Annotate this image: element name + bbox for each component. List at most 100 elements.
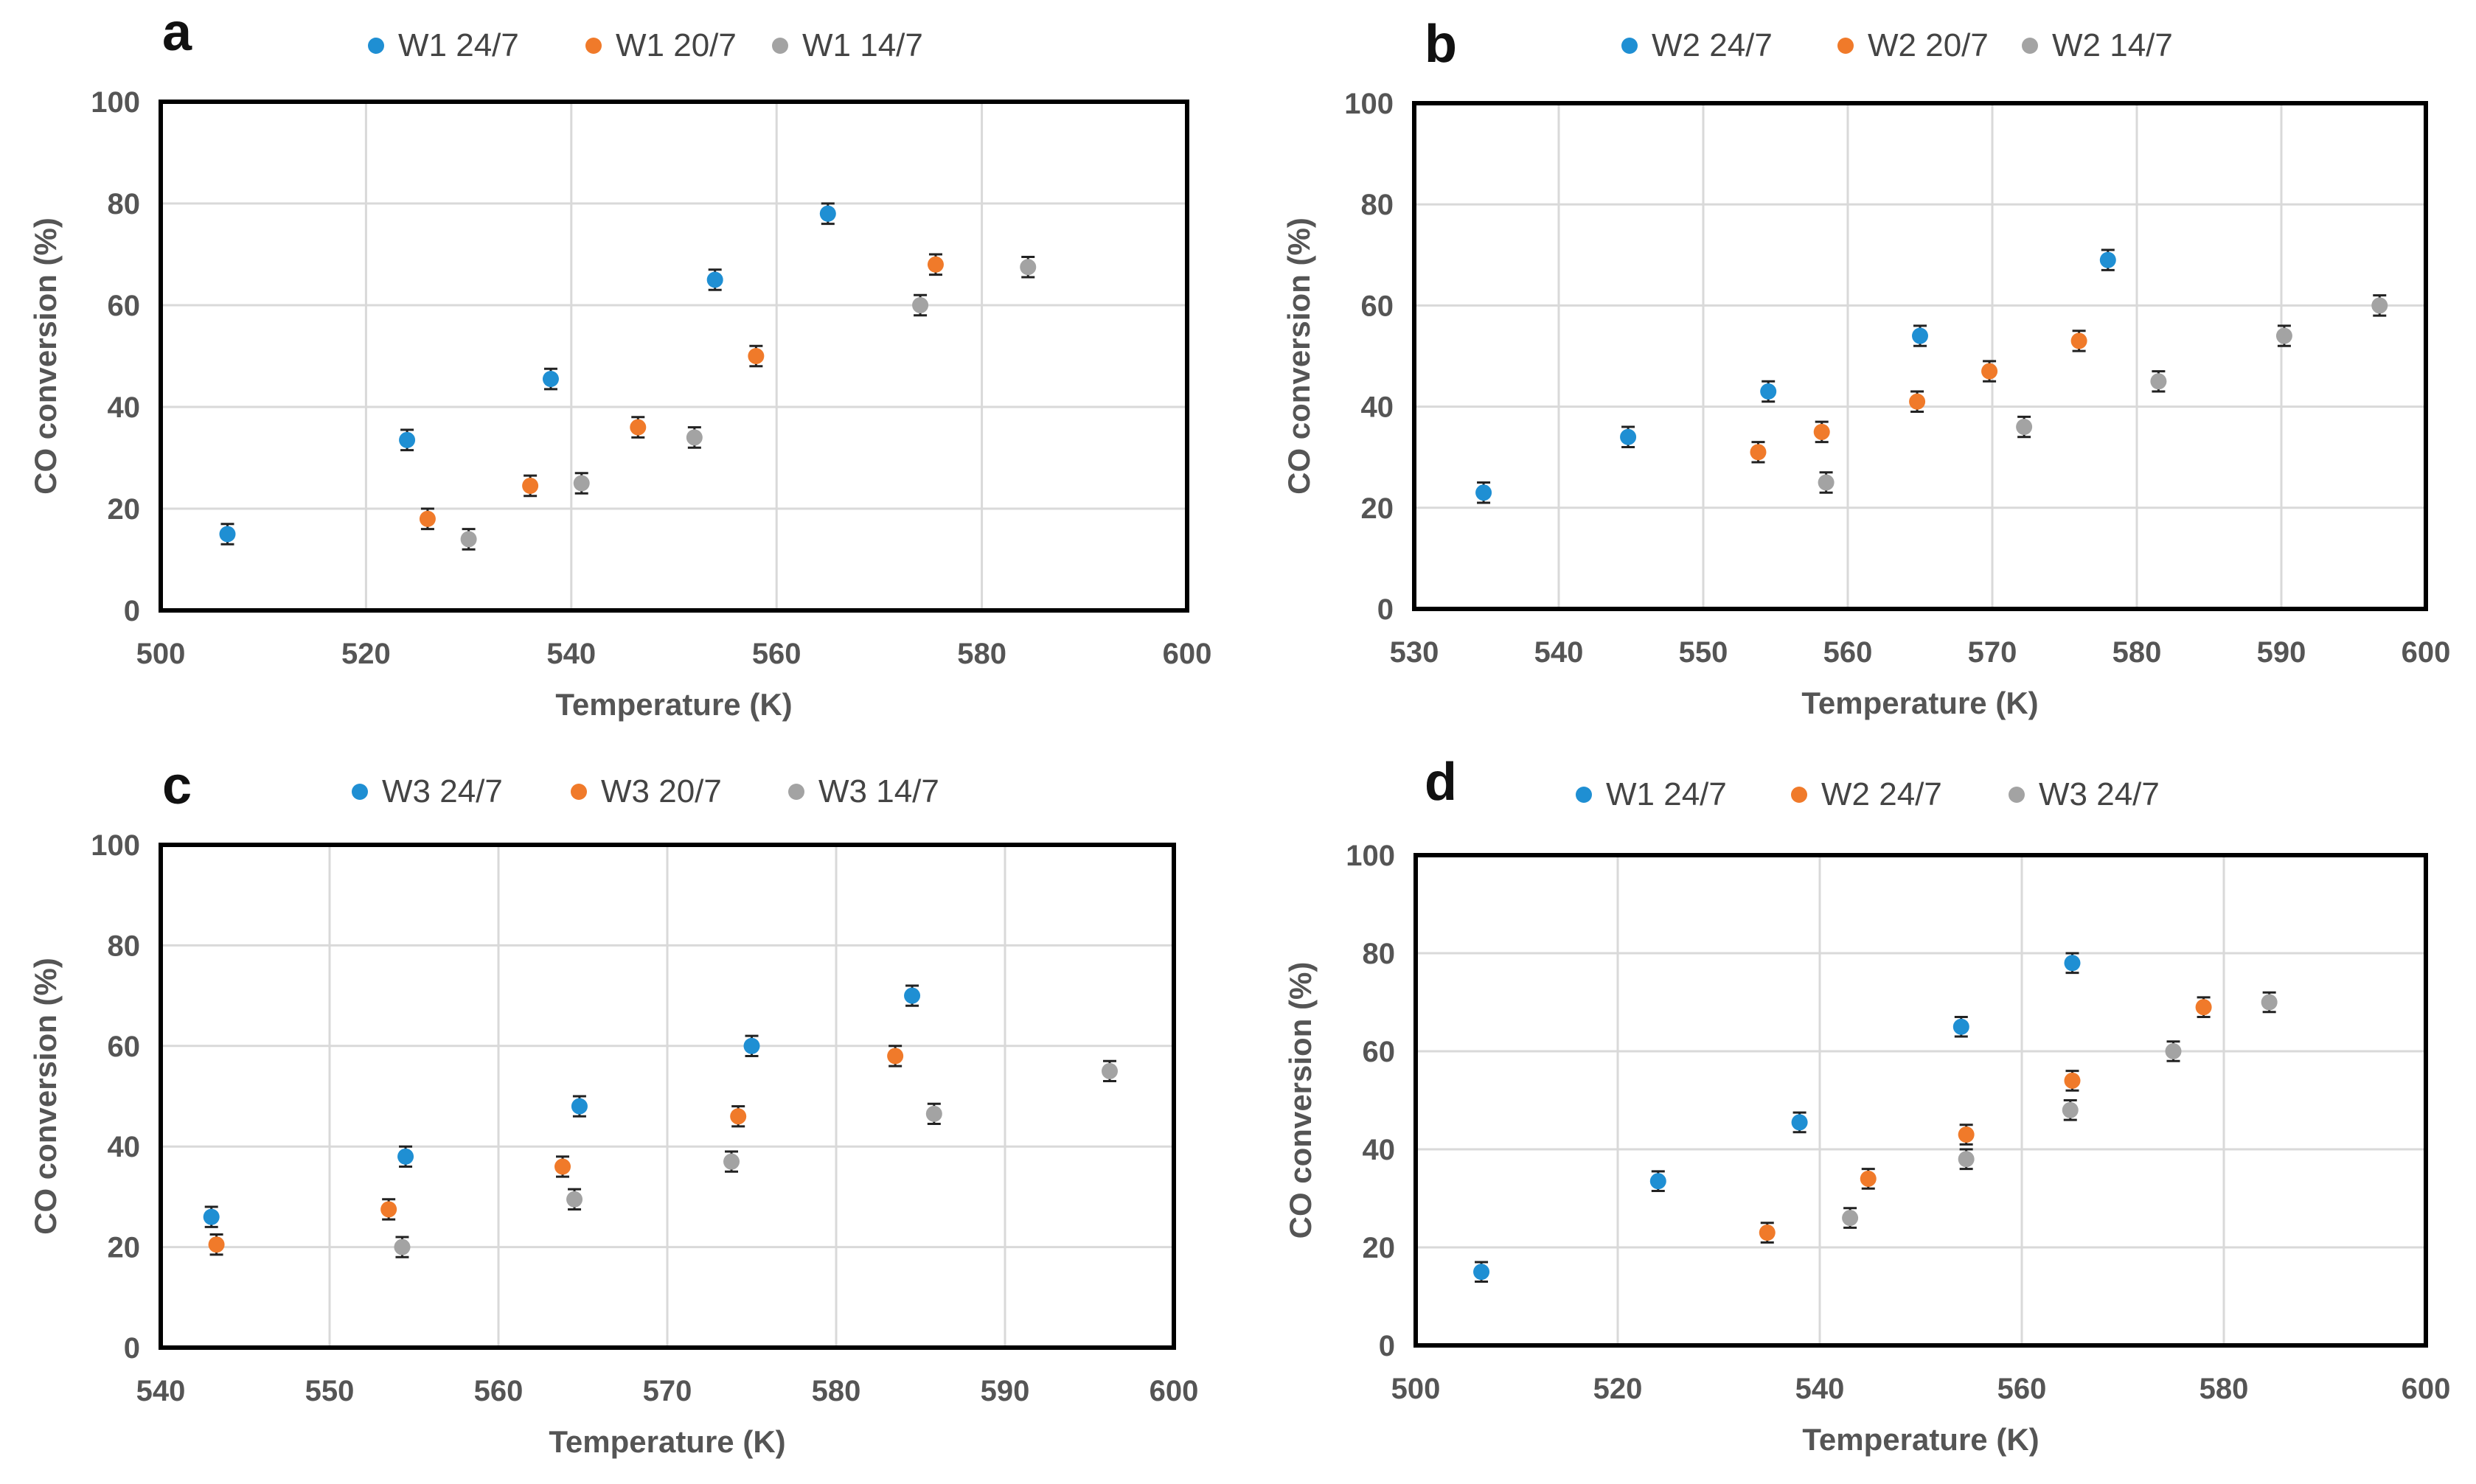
legend-entry: W3 24/7 [2009, 776, 2160, 812]
plot-frame [159, 843, 1176, 1350]
data-point [208, 1236, 225, 1253]
x-tick-label: 540 [1795, 1373, 1845, 1405]
data-point [2195, 999, 2212, 1016]
data-point [1475, 484, 1492, 501]
plot-c: 540 550 560 570 580 590 600 0 20 40 60 80 100 Tempera… [28, 829, 1198, 1459]
y-axis-title: CO conversion (%) [28, 217, 63, 495]
x-tick-label: 560 [1823, 636, 1873, 669]
y-tick-label: 20 [1363, 1232, 1396, 1264]
legend-label: W2 14/7 [2052, 27, 2173, 63]
y-axis-title: CO conversion (%) [1283, 962, 1318, 1239]
y-tick-label: 0 [1377, 593, 1394, 626]
legend-c: W3 24/7 W3 20/7 W3 14/7 [352, 773, 939, 809]
x-tick-label: 500 [136, 638, 186, 670]
x-tick-label: 540 [1534, 636, 1584, 669]
y-tick-label: 60 [108, 290, 141, 322]
x-tick-label: 520 [1593, 1373, 1643, 1405]
data-point [1020, 259, 1037, 276]
y-tick-label: 40 [1363, 1134, 1396, 1166]
legend-label: W2 20/7 [1868, 27, 1989, 63]
y-tick-label: 20 [108, 1232, 141, 1264]
x-tick-label: 500 [1391, 1373, 1441, 1405]
legend-entry: W1 20/7 [585, 27, 737, 63]
y-tick-label: 100 [1344, 88, 1394, 120]
legend-label: W3 20/7 [601, 773, 722, 809]
data-point [819, 205, 836, 222]
plot-d: 500 520 540 560 580 600 0 20 40 60 80 100 Temperatur… [1283, 840, 2450, 1457]
y-tick-label: 100 [1346, 840, 1395, 872]
legend-marker [1791, 787, 1807, 803]
legend-entry: W2 24/7 [1791, 776, 1942, 812]
data-point [2371, 297, 2388, 314]
data-point [2064, 955, 2081, 972]
x-tick-label: 600 [2402, 636, 2451, 669]
data-point [1101, 1062, 1118, 1079]
y-tick-label: 40 [1361, 391, 1394, 424]
x-tick-label: 580 [2199, 1373, 2249, 1405]
y-tick-label: 40 [108, 391, 141, 424]
data-point [1912, 327, 1928, 344]
data-point [630, 419, 647, 436]
legend-label: W3 24/7 [2039, 776, 2160, 812]
data-point [2275, 327, 2292, 344]
data-point [397, 1148, 414, 1165]
legend-marker [772, 38, 788, 54]
x-tick-label: 600 [2402, 1373, 2451, 1405]
legend-a: W1 24/7 W1 20/7 W1 14/7 [368, 27, 923, 63]
x-tick-label: 550 [1679, 636, 1728, 669]
legend-entry: W1 14/7 [772, 27, 923, 63]
plot-b: 530 540 550 560 570 580 590 600 0 20 40 60 80 100 Temp… [1282, 88, 2450, 720]
legend-d: W1 24/7 W2 24/7 W3 24/7 [1576, 776, 2160, 812]
panel-c: c W3 24/7 W3 20/7 W3 14/7 540 550 560 570 580 5… [28, 756, 1198, 1459]
legend-label: W1 20/7 [616, 27, 737, 63]
y-tick-label: 80 [108, 188, 141, 220]
y-tick-label: 80 [108, 930, 141, 962]
y-tick-label: 60 [108, 1031, 141, 1063]
y-tick-label: 80 [1363, 938, 1396, 970]
plot-frame [1412, 101, 2428, 611]
data-point [2016, 419, 2033, 436]
legend-label: W2 24/7 [1652, 27, 1773, 63]
legend-marker [2022, 38, 2038, 54]
legend-marker [1621, 38, 1638, 54]
plot-frame [1413, 853, 2428, 1348]
legend-label: W3 14/7 [818, 773, 939, 809]
data-point [522, 477, 539, 494]
legend-label: W1 24/7 [398, 27, 519, 63]
data-point [394, 1239, 411, 1255]
data-point [686, 429, 703, 446]
data-point [743, 1037, 760, 1054]
data-point [399, 431, 416, 448]
data-point [554, 1158, 571, 1175]
data-point [1981, 363, 1998, 380]
data-point [723, 1153, 740, 1170]
data-point [573, 475, 590, 492]
x-tick-label: 570 [1968, 636, 2017, 669]
data-point [1958, 1151, 1975, 1168]
y-tick-label: 60 [1361, 290, 1394, 322]
legend-entry: W2 24/7 [1621, 27, 1773, 63]
panel-d: d W1 24/7 W2 24/7 W3 24/7 500 520 540 560 580 6… [1283, 753, 2450, 1457]
data-point [566, 1191, 583, 1208]
legend-marker [585, 38, 602, 54]
x-tick-label: 580 [2112, 636, 2162, 669]
legend-b: W2 24/7 W2 20/7 W2 14/7 [1621, 27, 2173, 63]
y-tick-label: 0 [124, 595, 140, 627]
panel-letter-d: d [1425, 753, 1457, 812]
data-point [2070, 332, 2087, 349]
x-axis-title: Temperature (K) [1801, 686, 2038, 720]
legend-entry: W2 20/7 [1837, 27, 1989, 63]
y-tick-label: 80 [1361, 189, 1394, 221]
data-point [203, 1208, 220, 1225]
x-tick-label: 600 [1163, 638, 1212, 670]
data-point [2150, 373, 2167, 390]
legend-label: W3 24/7 [382, 773, 503, 809]
panel-letter-b: b [1425, 15, 1457, 74]
legend-marker [368, 38, 384, 54]
legend-marker [788, 784, 804, 800]
data-point [1473, 1264, 1490, 1281]
y-tick-label: 0 [124, 1332, 140, 1365]
x-tick-label: 560 [1997, 1373, 2047, 1405]
legend-entry: W1 24/7 [1576, 776, 1727, 812]
